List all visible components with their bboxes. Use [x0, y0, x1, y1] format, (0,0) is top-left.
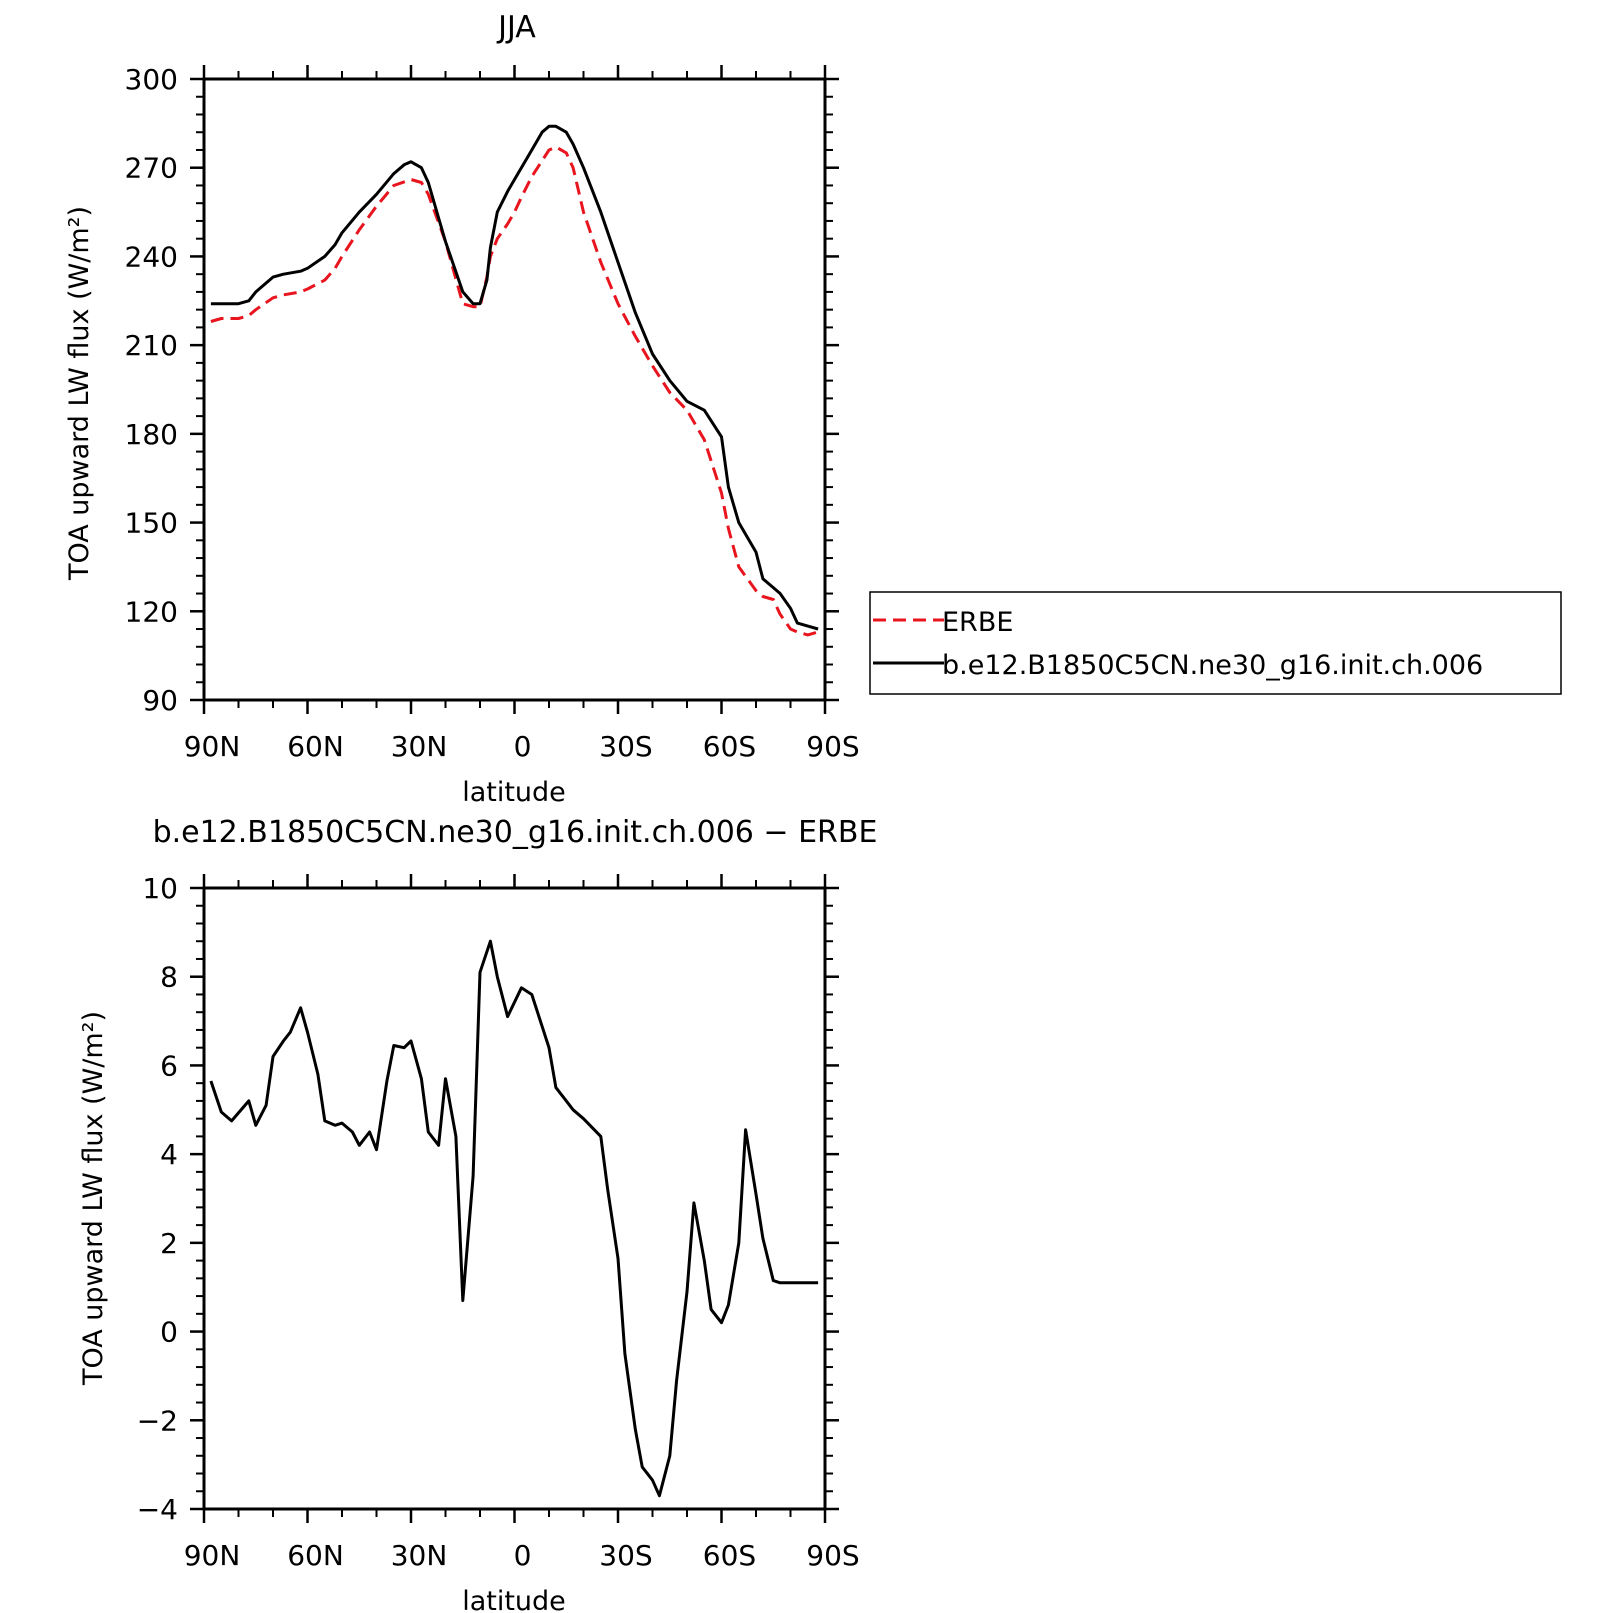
y-tick-label: −2: [137, 1404, 178, 1437]
x-tick-label: 30N: [391, 1539, 448, 1572]
y-tick-label: 210: [125, 329, 178, 362]
axes: 90 120 150 180 210 240 270 300 90N 60N 30N 0 30S 60S 9…: [125, 63, 860, 763]
plot-frame: [202, 886, 827, 1511]
y-axis-label: TOA upward LW flux (W/m²): [78, 1011, 109, 1386]
x-tick-label: 60N: [287, 730, 344, 763]
x-tick-label: 60S: [703, 1539, 756, 1572]
series-erbe-line: [210, 145, 819, 637]
y-tick-label: 2: [160, 1227, 178, 1260]
y-tick-label: 90: [142, 684, 178, 717]
series-model-line: [210, 124, 819, 631]
y-tick-label: 10: [142, 872, 178, 905]
legend: ERBE b.e12.B1850C5CN.ne30_g16.init.ch.00…: [869, 591, 1562, 695]
plot-frame: [202, 77, 827, 702]
y-tick-label: 120: [125, 595, 178, 628]
x-tick-label: 0: [514, 730, 532, 763]
series-layer: [209, 939, 819, 1498]
y-tick-label: 150: [125, 507, 178, 540]
y-tick-label: 4: [160, 1138, 178, 1171]
x-tick-label: 90S: [806, 1539, 859, 1572]
x-tick-label: 90N: [184, 730, 241, 763]
y-tick-label: 0: [160, 1316, 178, 1349]
y-tick-label: 6: [160, 1049, 178, 1082]
y-tick-label: −4: [137, 1493, 178, 1526]
x-tick-label: 30S: [599, 730, 652, 763]
y-axis-label: TOA upward LW flux (W/m²): [64, 206, 95, 581]
chart-title: JJA: [496, 10, 536, 45]
x-tick-label: 90N: [184, 1539, 241, 1572]
legend-model-label: b.e12.B1850C5CN.ne30_g16.init.ch.006: [942, 650, 1483, 681]
legend-erbe-label: ERBE: [942, 607, 1013, 638]
y-tick-label: 240: [125, 240, 178, 273]
y-tick-label: 300: [125, 63, 178, 96]
x-tick-label: 30N: [391, 730, 448, 763]
x-tick-label: 0: [514, 1539, 532, 1572]
y-tick-label: 8: [160, 961, 178, 994]
y-tick-label: 270: [125, 152, 178, 185]
series-layer: [210, 124, 819, 637]
chart-title: b.e12.B1850C5CN.ne30_g16.init.ch.006 − E…: [153, 815, 878, 850]
legend-box: [869, 591, 1562, 695]
y-tick-label: 180: [125, 418, 178, 451]
x-tick-label: 30S: [599, 1539, 652, 1572]
x-axis-label: latitude: [462, 1586, 566, 1613]
x-tick-label: 60S: [703, 730, 756, 763]
x-tick-label: 60N: [287, 1539, 344, 1572]
panel-difference: b.e12.B1850C5CN.ne30_g16.init.ch.006 − E…: [78, 815, 877, 1613]
x-axis-label: latitude: [462, 777, 566, 808]
x-tick-label: 90S: [806, 730, 859, 763]
series-difference-line: [209, 939, 819, 1498]
axes: −4 −2 0 2 4 6 8 10 90N 60N 30N 0 30S 60S 90S: [137, 872, 860, 1572]
panel-jja: JJA 90 120 150 180 210 240 270 300 90N 60N 30N 0 30S…: [64, 10, 860, 808]
